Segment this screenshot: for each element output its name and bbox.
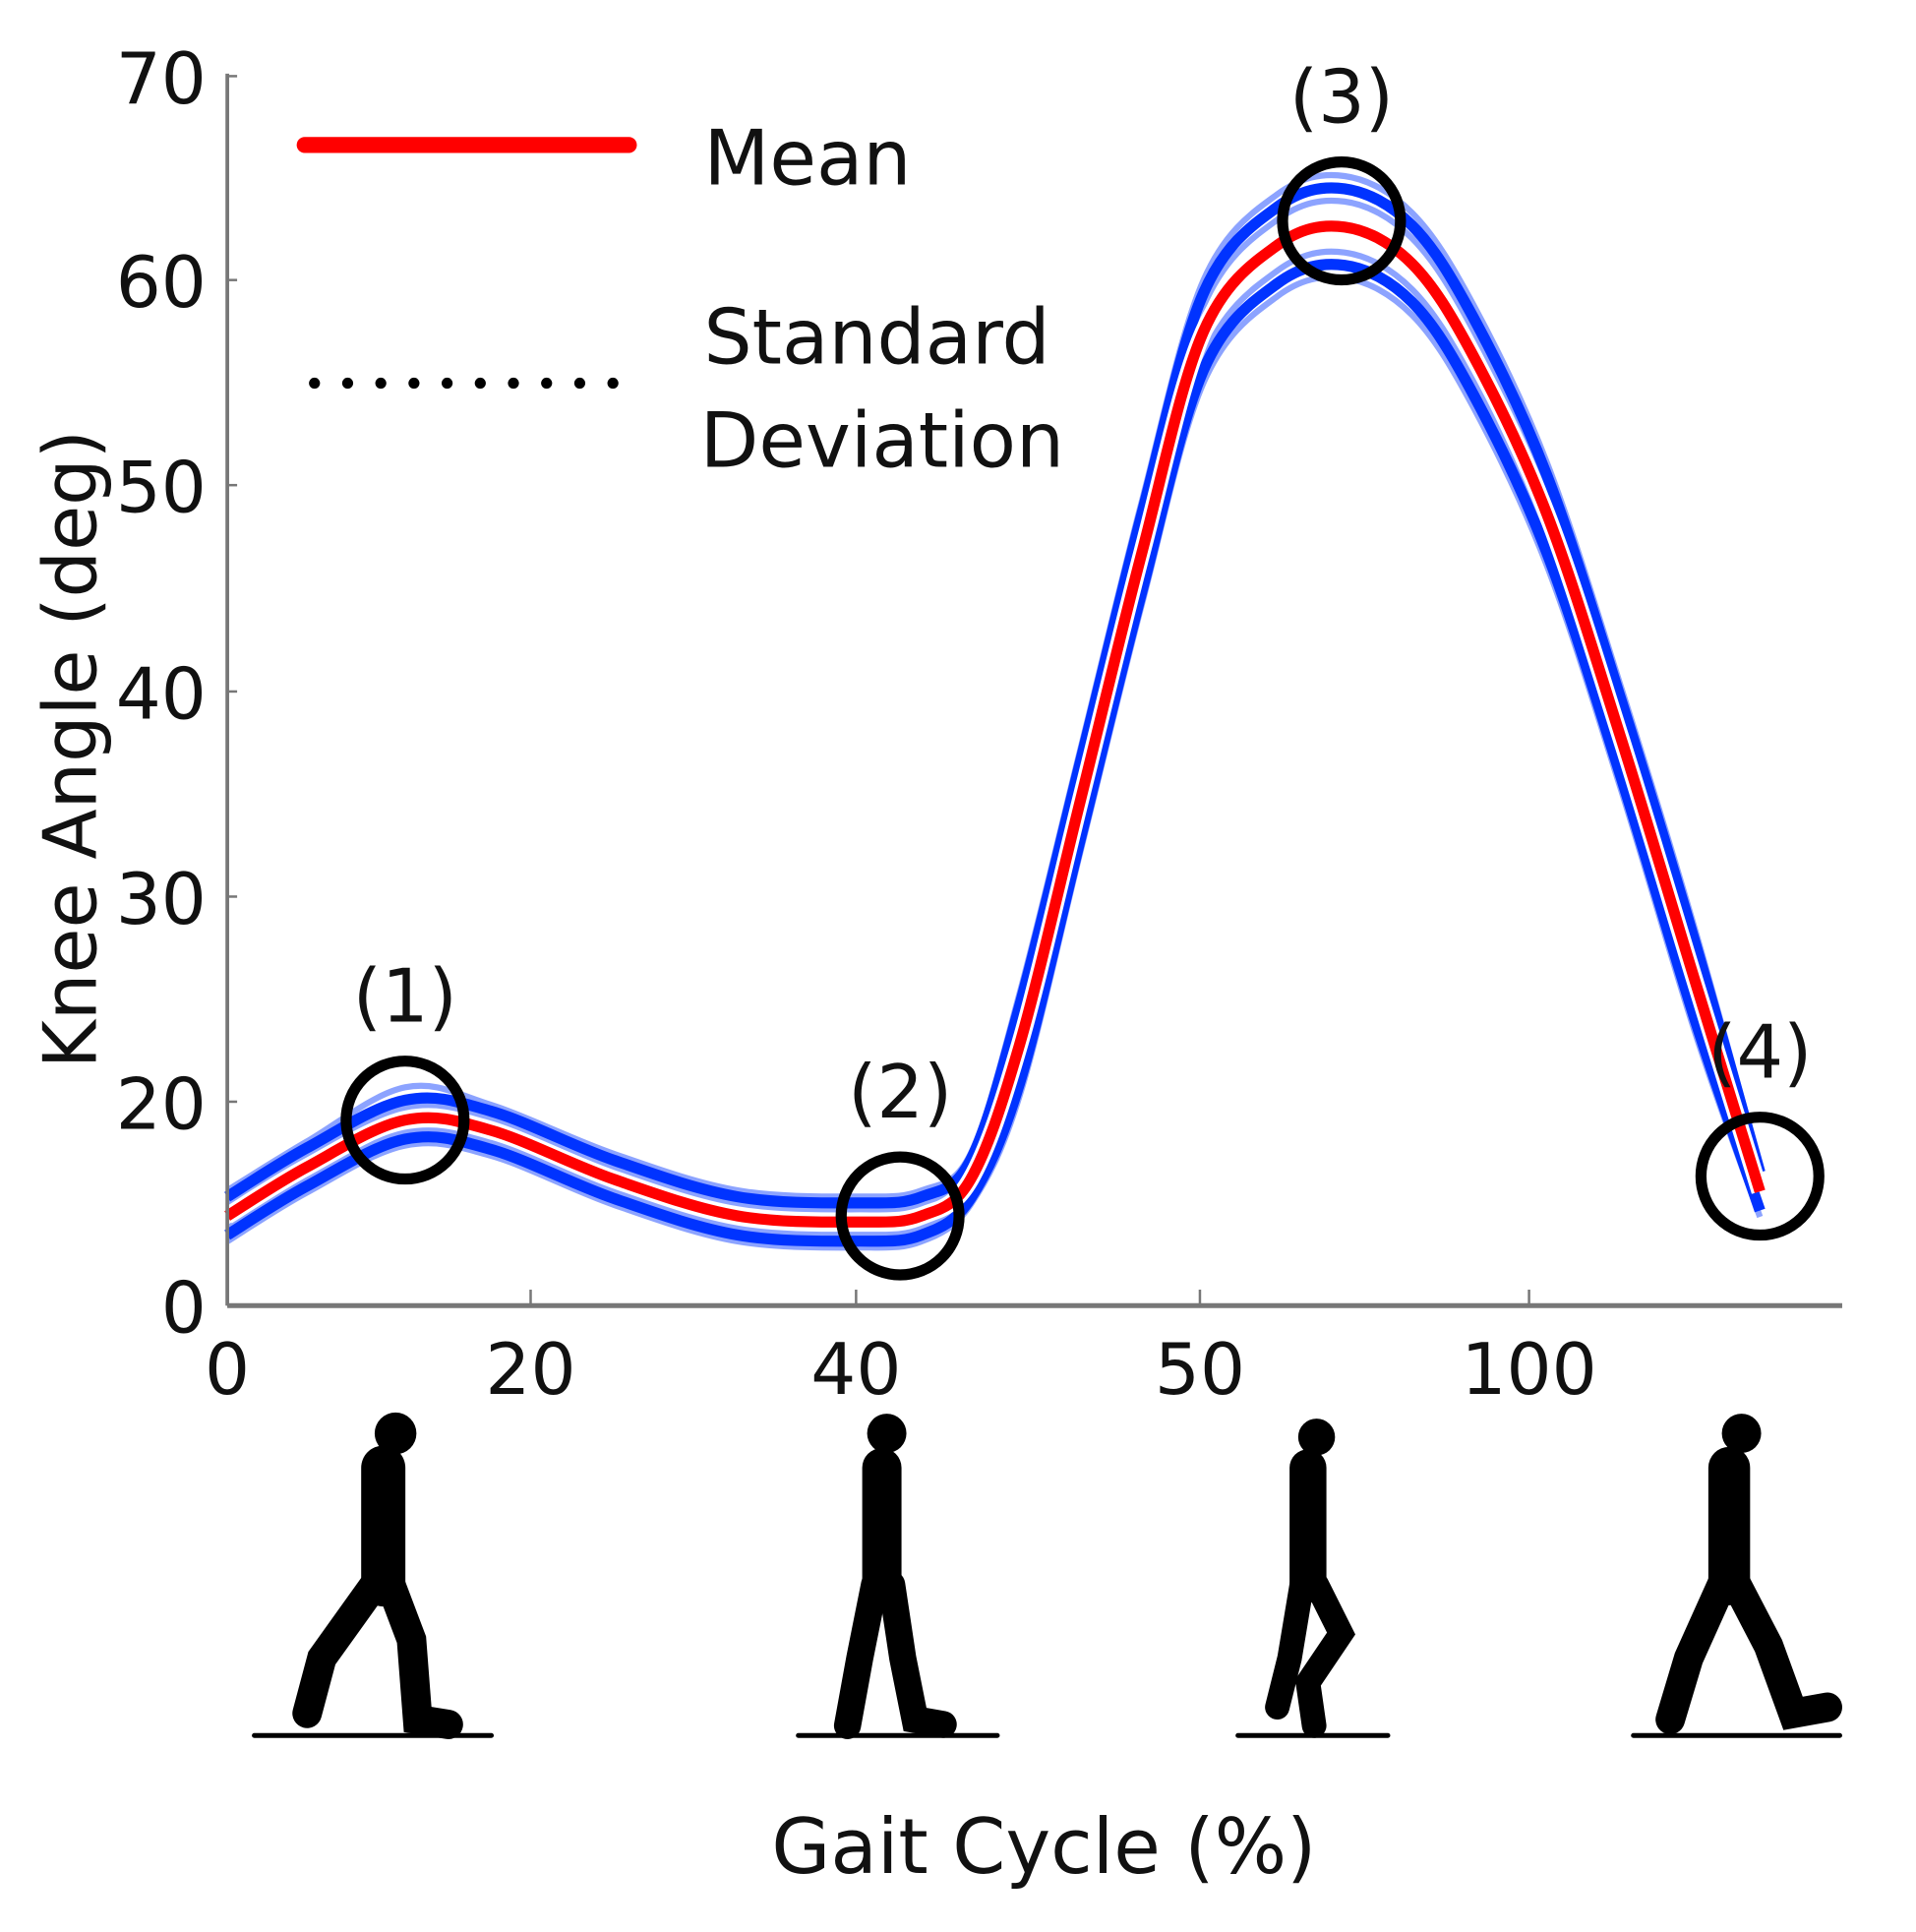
std-deviation-line: [225, 171, 1764, 1200]
std-deviation-line: [224, 259, 1766, 1247]
y-tick-label: 70: [116, 38, 207, 121]
x-tick-label: 40: [810, 1329, 901, 1412]
annotation-circle-3: [1277, 156, 1407, 286]
y-tick-label: 0: [161, 1268, 207, 1351]
y-axis-label: Knee Angle (deg): [28, 430, 114, 1068]
y-tick-label: 20: [116, 1063, 207, 1146]
legend-mean-label: Mean: [704, 114, 912, 203]
x-tick-label: 50: [1155, 1329, 1245, 1412]
walker-figures: [252, 1412, 1842, 1739]
mean-line: [224, 220, 1766, 1228]
x-tick-label: 100: [1461, 1329, 1596, 1412]
x-tick-label: 20: [485, 1329, 575, 1412]
walker-figure-3: [1235, 1419, 1391, 1738]
y-tick-label: 60: [116, 242, 207, 325]
y-tick-label: 30: [116, 859, 207, 941]
mean-series: [222, 217, 1768, 1232]
walker-figure-2: [796, 1414, 1000, 1739]
annotation-label-2: (2): [848, 1049, 952, 1135]
x-tick-label: 0: [205, 1329, 250, 1412]
annotation-label-4: (4): [1707, 1009, 1812, 1096]
walker-figure-4: [1631, 1414, 1842, 1738]
annotation-label-1: (1): [353, 953, 457, 1040]
legend-std-label-line1: Standard: [704, 294, 1050, 383]
annotation-circle-4: [1695, 1112, 1825, 1241]
annotation-circle-1: [340, 1056, 470, 1185]
x-axis-label: Gait Cycle (%): [771, 1803, 1316, 1892]
walker-figure-1: [252, 1412, 495, 1739]
annotation-circle-2: [835, 1151, 965, 1281]
legend-std-label-line2: Deviation: [700, 396, 1064, 485]
std-deviation-line: [224, 182, 1766, 1209]
y-tick-label: 50: [116, 448, 207, 530]
legend: Mean Standard Deviation: [296, 114, 1064, 485]
annotation-label-3: (3): [1289, 54, 1394, 141]
y-tick-label: 40: [116, 653, 207, 736]
